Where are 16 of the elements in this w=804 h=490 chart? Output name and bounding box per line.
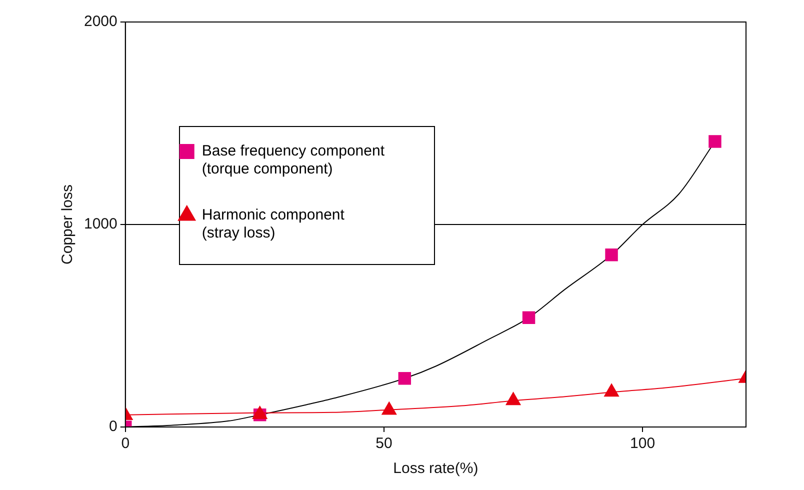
point: [708, 135, 722, 148]
x-axis-title: Loss rate(%): [393, 460, 478, 478]
y-tick-label: 1000: [84, 216, 118, 233]
x-tick-label: 50: [376, 435, 392, 452]
point: [604, 383, 620, 397]
y-axis-title: Copper loss: [59, 184, 76, 265]
x-tick-label: 0: [121, 435, 130, 452]
point: [605, 248, 618, 262]
point: [381, 401, 397, 415]
point: [522, 311, 536, 324]
point: [505, 392, 522, 406]
y-tick-label: 2000: [84, 13, 118, 30]
x-tick-label: 100: [630, 435, 656, 452]
y-tick-label: 0: [109, 418, 118, 436]
legend-label: Base frequency component (torque component): [202, 142, 386, 178]
legend-label: Harmonic component (stray loss): [202, 206, 346, 242]
